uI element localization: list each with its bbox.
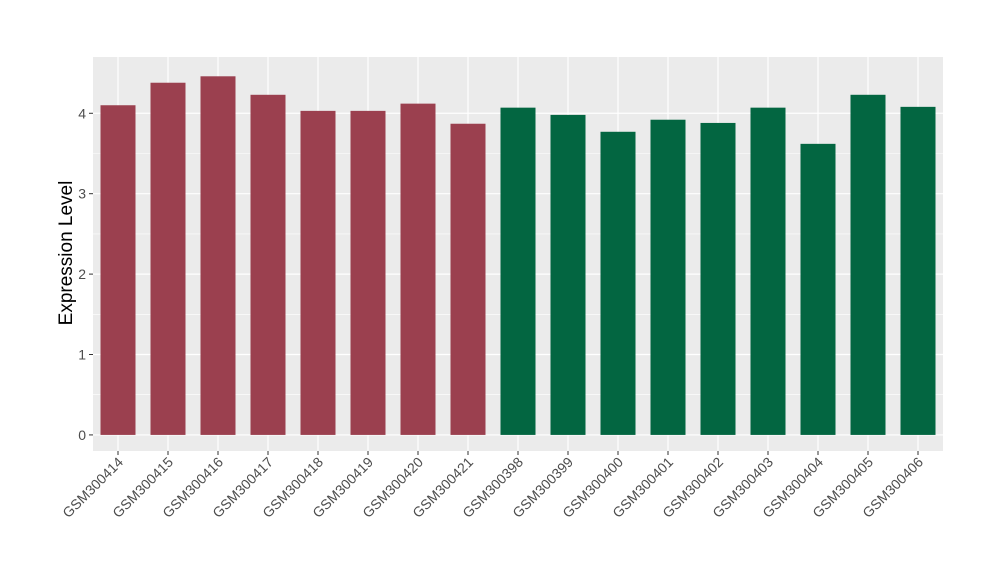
bar-GSM300415 bbox=[150, 82, 186, 435]
y-tick-label: 1 bbox=[78, 347, 86, 363]
y-tick-label: 4 bbox=[78, 105, 86, 121]
y-tick-label: 3 bbox=[78, 186, 86, 202]
bar-GSM300414 bbox=[100, 105, 136, 435]
bar-GSM300401 bbox=[650, 119, 686, 435]
bar-GSM300405 bbox=[850, 94, 886, 435]
y-tick-label: 2 bbox=[78, 266, 86, 282]
y-tick-label: 0 bbox=[78, 427, 86, 443]
bar-GSM300406 bbox=[900, 106, 936, 435]
x-axis: GSM300414GSM300415GSM300416GSM300417GSM3… bbox=[59, 451, 926, 521]
bar-GSM300403 bbox=[750, 107, 786, 435]
bar-GSM300398 bbox=[500, 107, 536, 435]
bar-GSM300400 bbox=[600, 131, 636, 435]
bar-GSM300420 bbox=[400, 103, 436, 435]
bar-GSM300421 bbox=[450, 123, 486, 435]
bar-GSM300417 bbox=[250, 94, 286, 435]
bar-GSM300399 bbox=[550, 114, 586, 435]
bar-GSM300419 bbox=[350, 110, 386, 435]
bar-GSM300402 bbox=[700, 122, 736, 435]
bar-GSM300404 bbox=[800, 143, 836, 435]
bars bbox=[100, 76, 936, 435]
bar-GSM300416 bbox=[200, 76, 236, 435]
y-axis: 0 1 2 3 4 bbox=[78, 105, 93, 443]
bar-GSM300418 bbox=[300, 110, 336, 435]
y-axis-title: Expression Level bbox=[56, 181, 77, 326]
